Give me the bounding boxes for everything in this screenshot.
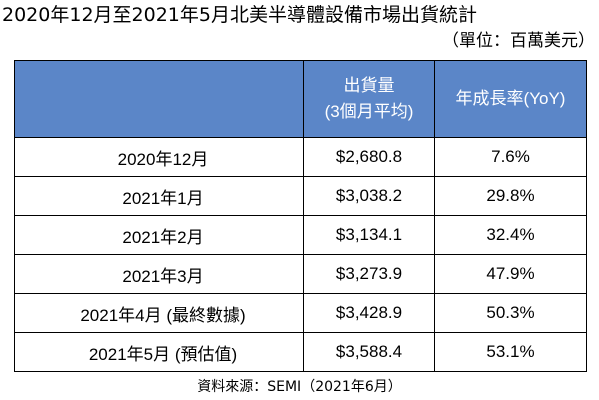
- table-row: 2020年12月 $2,680.8 7.6%: [14, 137, 587, 177]
- header-yoy: 年成長率(YoY): [434, 60, 587, 138]
- row-shipments: $3,134.1: [303, 215, 435, 255]
- row-yoy: 53.1%: [434, 332, 587, 372]
- row-shipments: $3,428.9: [303, 293, 435, 333]
- row-yoy: 29.8%: [434, 176, 587, 216]
- row-shipments: $3,273.9: [303, 254, 435, 294]
- row-period: 2020年12月: [14, 137, 304, 177]
- row-shipments: $3,038.2: [303, 176, 435, 216]
- row-period: 2021年1月: [14, 176, 304, 216]
- source-note: 資料來源：SEMI（2021年6月）: [197, 379, 402, 395]
- header-shipments: 出貨量 (3個月平均): [303, 60, 435, 138]
- table-header-row: 出貨量 (3個月平均) 年成長率(YoY): [14, 60, 587, 138]
- row-period: 2021年4月 (最終數據): [14, 293, 304, 333]
- row-shipments: $3,588.4: [303, 332, 435, 372]
- row-yoy: 32.4%: [434, 215, 587, 255]
- shipment-table: 出貨量 (3個月平均) 年成長率(YoY) 2020年12月 $2,680.8 …: [14, 60, 587, 372]
- unit-label: （單位：百萬美元）: [442, 31, 595, 51]
- table-row: 2021年1月 $3,038.2 29.8%: [14, 176, 587, 216]
- row-period: 2021年2月: [14, 215, 304, 255]
- header-shipments-line1: 出貨量: [343, 76, 395, 95]
- row-yoy: 7.6%: [434, 137, 587, 177]
- table-row: 2021年2月 $3,134.1 32.4%: [14, 215, 587, 255]
- table-row: 2021年5月 (預估值) $3,588.4 53.1%: [14, 332, 587, 372]
- row-period: 2021年3月: [14, 254, 304, 294]
- shipment-table-container: 出貨量 (3個月平均) 年成長率(YoY) 2020年12月 $2,680.8 …: [14, 60, 587, 372]
- table-row: 2021年4月 (最終數據) $3,428.9 50.3%: [14, 293, 587, 333]
- row-period: 2021年5月 (預估值): [14, 332, 304, 372]
- table-row: 2021年3月 $3,273.9 47.9%: [14, 254, 587, 294]
- row-shipments: $2,680.8: [303, 137, 435, 177]
- header-shipments-line2: (3個月平均): [324, 102, 414, 121]
- header-period: [14, 60, 304, 138]
- page-title: 2020年12月至2021年5月北美半導體設備市場出貨統計: [2, 4, 477, 26]
- row-yoy: 47.9%: [434, 254, 587, 294]
- row-yoy: 50.3%: [434, 293, 587, 333]
